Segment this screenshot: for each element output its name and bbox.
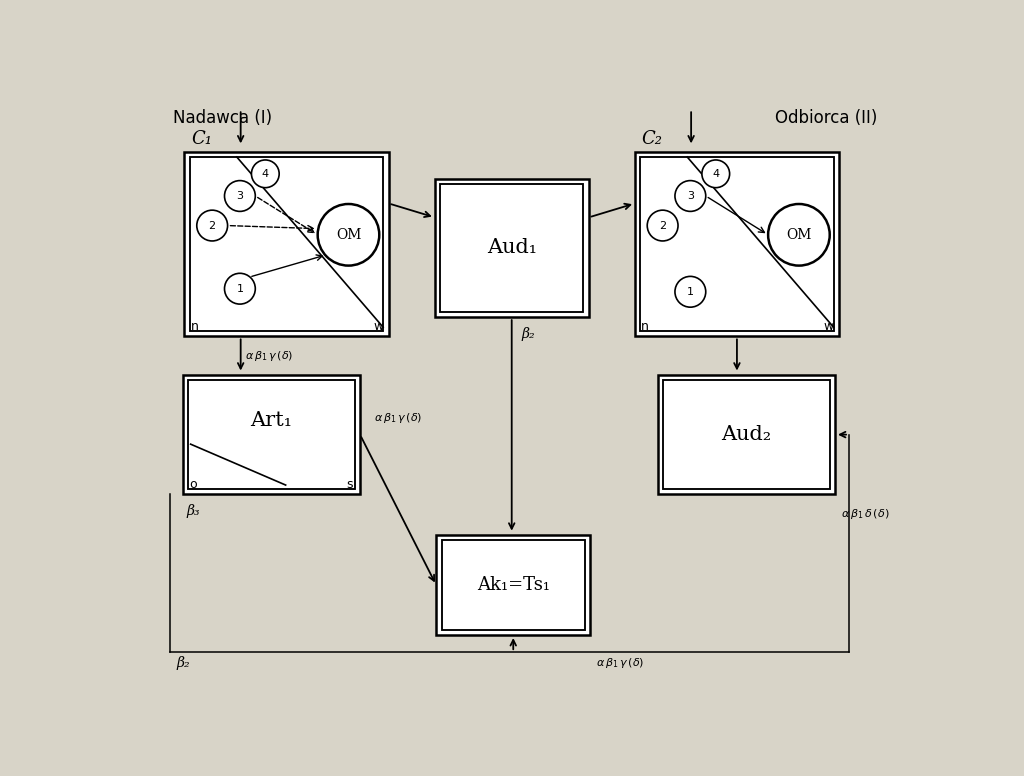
- Circle shape: [675, 276, 706, 307]
- Text: β₂: β₂: [176, 656, 189, 670]
- Text: Ak₁=Ts₁: Ak₁=Ts₁: [477, 576, 550, 594]
- FancyBboxPatch shape: [435, 178, 589, 317]
- Text: 2: 2: [659, 220, 667, 230]
- Text: OM: OM: [336, 228, 361, 242]
- Text: 4: 4: [262, 169, 269, 178]
- Text: Odbiorca (II): Odbiorca (II): [775, 109, 878, 127]
- Text: Aud₁: Aud₁: [486, 238, 537, 258]
- Text: n: n: [641, 320, 649, 333]
- Circle shape: [252, 160, 280, 188]
- Text: Aud₂: Aud₂: [722, 425, 772, 444]
- Text: $\alpha\,\beta_1\,\gamma\,(\delta)$: $\alpha\,\beta_1\,\gamma\,(\delta)$: [374, 411, 422, 425]
- Text: C₁: C₁: [190, 130, 212, 147]
- Text: β₃: β₃: [186, 504, 201, 518]
- Text: 3: 3: [237, 191, 244, 201]
- Text: $\alpha\,\beta_1\,\delta\,(\delta)$: $\alpha\,\beta_1\,\delta\,(\delta)$: [842, 507, 890, 521]
- Circle shape: [647, 210, 678, 241]
- Circle shape: [675, 181, 706, 211]
- Text: 2: 2: [209, 220, 216, 230]
- FancyBboxPatch shape: [436, 535, 590, 636]
- Circle shape: [701, 160, 730, 188]
- Circle shape: [768, 204, 829, 265]
- Text: Nadawca (I): Nadawca (I): [173, 109, 272, 127]
- Text: OM: OM: [786, 228, 812, 242]
- Circle shape: [224, 181, 255, 211]
- FancyBboxPatch shape: [188, 380, 354, 489]
- Text: β₂: β₂: [521, 327, 535, 341]
- Text: w: w: [374, 320, 384, 333]
- FancyBboxPatch shape: [184, 151, 388, 337]
- FancyBboxPatch shape: [183, 375, 360, 494]
- FancyBboxPatch shape: [189, 157, 383, 331]
- Text: 4: 4: [713, 169, 719, 178]
- Text: C₂: C₂: [641, 130, 663, 147]
- FancyBboxPatch shape: [658, 375, 836, 494]
- FancyBboxPatch shape: [640, 157, 834, 331]
- Text: Art₁: Art₁: [251, 411, 293, 430]
- Text: n: n: [190, 320, 199, 333]
- FancyBboxPatch shape: [440, 184, 584, 312]
- FancyBboxPatch shape: [664, 380, 829, 489]
- Text: w: w: [824, 320, 835, 333]
- Text: s: s: [347, 478, 353, 490]
- Circle shape: [317, 204, 379, 265]
- Circle shape: [224, 273, 255, 304]
- Circle shape: [197, 210, 227, 241]
- Text: 3: 3: [687, 191, 694, 201]
- Text: $\alpha\,\beta_1\,\gamma\,(\delta)$: $\alpha\,\beta_1\,\gamma\,(\delta)$: [245, 348, 293, 362]
- Text: $\alpha\,\beta_1\,\gamma\,(\delta)$: $\alpha\,\beta_1\,\gamma\,(\delta)$: [596, 656, 645, 670]
- FancyBboxPatch shape: [635, 151, 839, 337]
- Text: o: o: [189, 478, 197, 490]
- Text: 1: 1: [237, 284, 244, 293]
- FancyBboxPatch shape: [441, 541, 585, 630]
- Text: 1: 1: [687, 287, 694, 296]
